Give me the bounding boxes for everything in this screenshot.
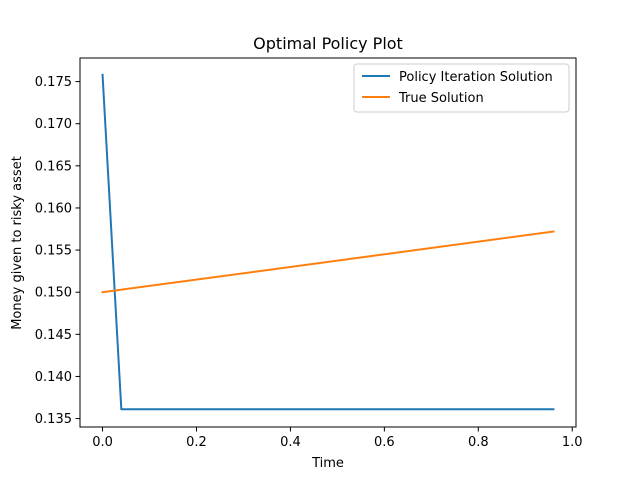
y-tick-label: 0.135 xyxy=(35,412,72,427)
y-tick-label: 0.150 xyxy=(35,286,72,301)
chart-title: Optimal Policy Plot xyxy=(253,34,403,53)
y-tick-label: 0.170 xyxy=(35,117,72,132)
x-axis: 0.0 0.2 0.4 0.6 0.8 1.0 xyxy=(92,427,583,450)
series-line-1 xyxy=(101,230,555,294)
legend: Policy Iteration Solution True Solution xyxy=(353,63,570,113)
y-tick-label: 0.165 xyxy=(35,159,72,174)
x-tick-label: 0.2 xyxy=(186,435,207,450)
y-tick-label: 0.175 xyxy=(35,75,72,90)
y-tick-label: 0.160 xyxy=(35,201,72,216)
x-axis-label: Time xyxy=(311,456,344,471)
legend-label: Policy Iteration Solution xyxy=(399,70,553,85)
x-tick-label: 0.8 xyxy=(468,435,489,450)
y-tick-label: 0.155 xyxy=(35,244,72,259)
x-tick-label: 0.0 xyxy=(92,435,113,450)
plot-area xyxy=(79,57,577,428)
x-tick-label: 1.0 xyxy=(562,435,583,450)
axes-frame xyxy=(79,57,577,428)
y-axis: 0.135 0.140 0.145 0.150 0.155 0.160 0.165 0.170… xyxy=(35,75,80,427)
series-line-0 xyxy=(101,73,555,411)
x-tick-label: 0.4 xyxy=(280,435,301,450)
y-tick-label: 0.140 xyxy=(35,370,72,385)
x-tick-label: 0.6 xyxy=(374,435,395,450)
y-tick-label: 0.145 xyxy=(35,328,72,343)
legend-box xyxy=(353,63,570,113)
legend-label: True Solution xyxy=(398,91,484,106)
y-axis-label: Money given to risky asset xyxy=(10,156,25,330)
